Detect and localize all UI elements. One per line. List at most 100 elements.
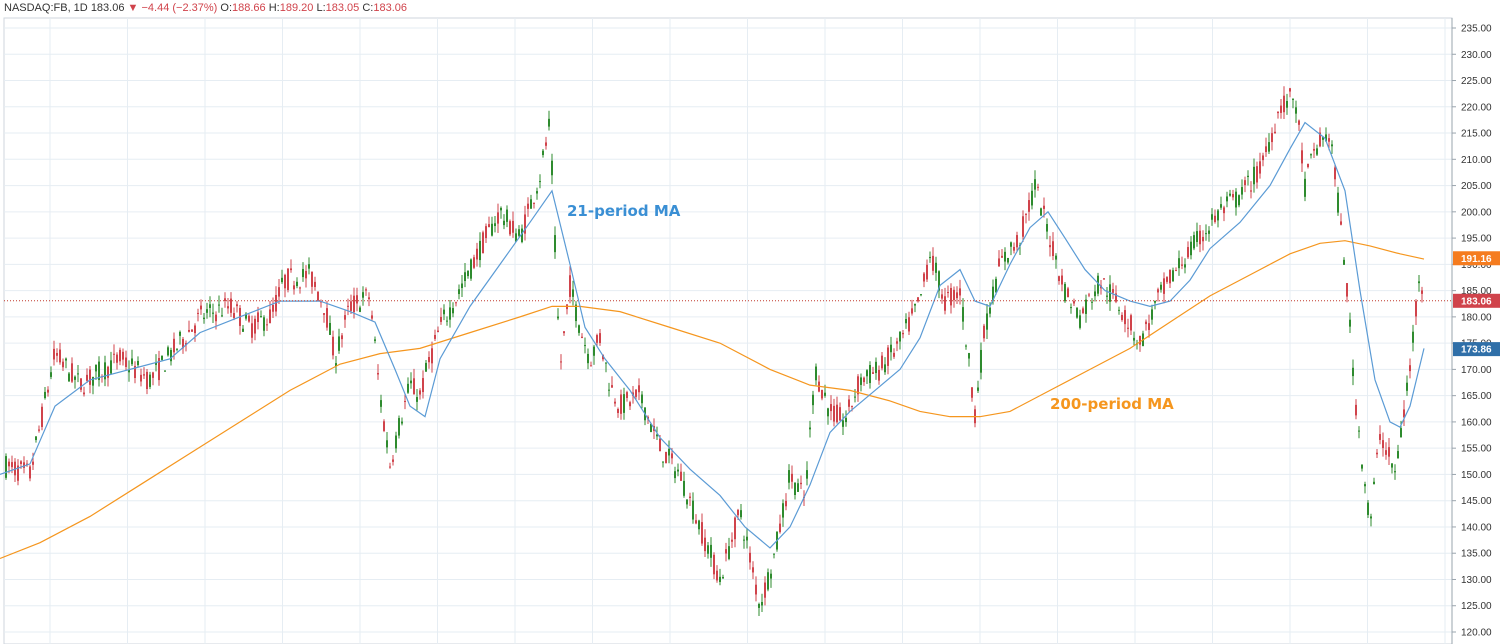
candle: [584, 337, 586, 354]
candle: [1259, 152, 1261, 179]
candle: [239, 305, 241, 335]
price-axis[interactable]: 235.00 230.00 225.00 220.00 215.00 210.00 205.…: [1451, 18, 1492, 644]
candle: [830, 395, 832, 421]
candle: [881, 352, 883, 371]
candle: [392, 454, 394, 466]
candle: [785, 493, 787, 511]
candle: [1274, 123, 1276, 134]
candle: [326, 300, 328, 331]
y-tick-label: 165.00: [1461, 391, 1492, 402]
candle: [713, 552, 715, 580]
candle: [434, 329, 436, 341]
candle: [1115, 285, 1117, 304]
candle: [494, 215, 496, 233]
candlestick-series: [5, 86, 1423, 616]
candle: [47, 386, 49, 397]
candle: [668, 440, 670, 464]
candle: [641, 391, 643, 409]
candle: [314, 276, 316, 291]
candle: [599, 329, 601, 346]
candle: [278, 278, 280, 305]
candle: [38, 425, 40, 433]
candle: [986, 303, 988, 340]
candle: [302, 262, 304, 282]
candle: [65, 357, 67, 369]
candle: [1127, 318, 1129, 338]
candle: [35, 435, 37, 443]
candle: [1055, 253, 1057, 269]
candle: [782, 499, 784, 527]
candle: [1130, 313, 1132, 336]
candle: [101, 374, 103, 383]
candle: [113, 344, 115, 364]
candle: [662, 461, 664, 468]
candle: [1058, 275, 1060, 285]
candle: [680, 463, 682, 481]
candle: [608, 382, 610, 397]
candle: [701, 513, 703, 546]
candle: [122, 348, 124, 366]
down-arrow-icon: ▼: [127, 2, 139, 14]
candle: [1028, 192, 1030, 221]
low-value: 183.05: [325, 2, 360, 14]
candle: [542, 149, 544, 158]
candle: [449, 300, 451, 328]
candle: [566, 304, 568, 315]
last-price: 183.06: [90, 2, 125, 14]
candle: [500, 206, 502, 219]
candle: [1283, 86, 1285, 119]
y-tick-label: 195.00: [1461, 234, 1492, 245]
candle: [1178, 250, 1180, 276]
candle: [806, 461, 808, 486]
candle: [1016, 231, 1018, 252]
candle: [746, 528, 748, 549]
candle: [422, 370, 424, 399]
candle: [1343, 257, 1345, 265]
candle: [884, 357, 886, 375]
y-tick-label: 170.00: [1461, 365, 1492, 376]
candle: [788, 464, 790, 490]
candle: [260, 310, 262, 318]
candle: [1157, 287, 1159, 302]
candle: [1250, 181, 1252, 199]
candle: [410, 372, 412, 389]
candle: [1400, 420, 1402, 438]
candle: [308, 257, 310, 275]
candle: [1001, 248, 1003, 258]
candle: [989, 302, 991, 318]
candle: [524, 205, 526, 241]
candle: [611, 376, 613, 389]
candle: [1199, 224, 1201, 253]
candle: [389, 462, 391, 469]
candle: [551, 153, 553, 185]
candle: [386, 432, 388, 454]
candle: [1079, 309, 1081, 330]
candle: [398, 415, 400, 439]
candle: [371, 310, 373, 321]
candle: [497, 203, 499, 234]
candle: [206, 302, 208, 319]
candle: [683, 471, 685, 498]
price-tag-label: 183.06: [1461, 296, 1492, 307]
candle: [407, 377, 409, 394]
candle: [1289, 87, 1291, 98]
candle: [893, 348, 895, 359]
candle: [902, 329, 904, 339]
candle: [923, 272, 925, 288]
candle: [443, 304, 445, 321]
candle: [836, 396, 838, 424]
candle: [638, 378, 640, 401]
candle: [980, 342, 982, 380]
candle: [833, 398, 835, 427]
y-tick-label: 235.00: [1461, 24, 1492, 35]
candle: [467, 270, 469, 279]
candle: [1277, 110, 1279, 119]
candle: [629, 400, 631, 411]
candle: [890, 336, 892, 361]
candle: [17, 459, 19, 486]
candle: [911, 299, 913, 316]
candle: [488, 216, 490, 228]
candle: [290, 259, 292, 273]
candle: [1124, 305, 1126, 333]
